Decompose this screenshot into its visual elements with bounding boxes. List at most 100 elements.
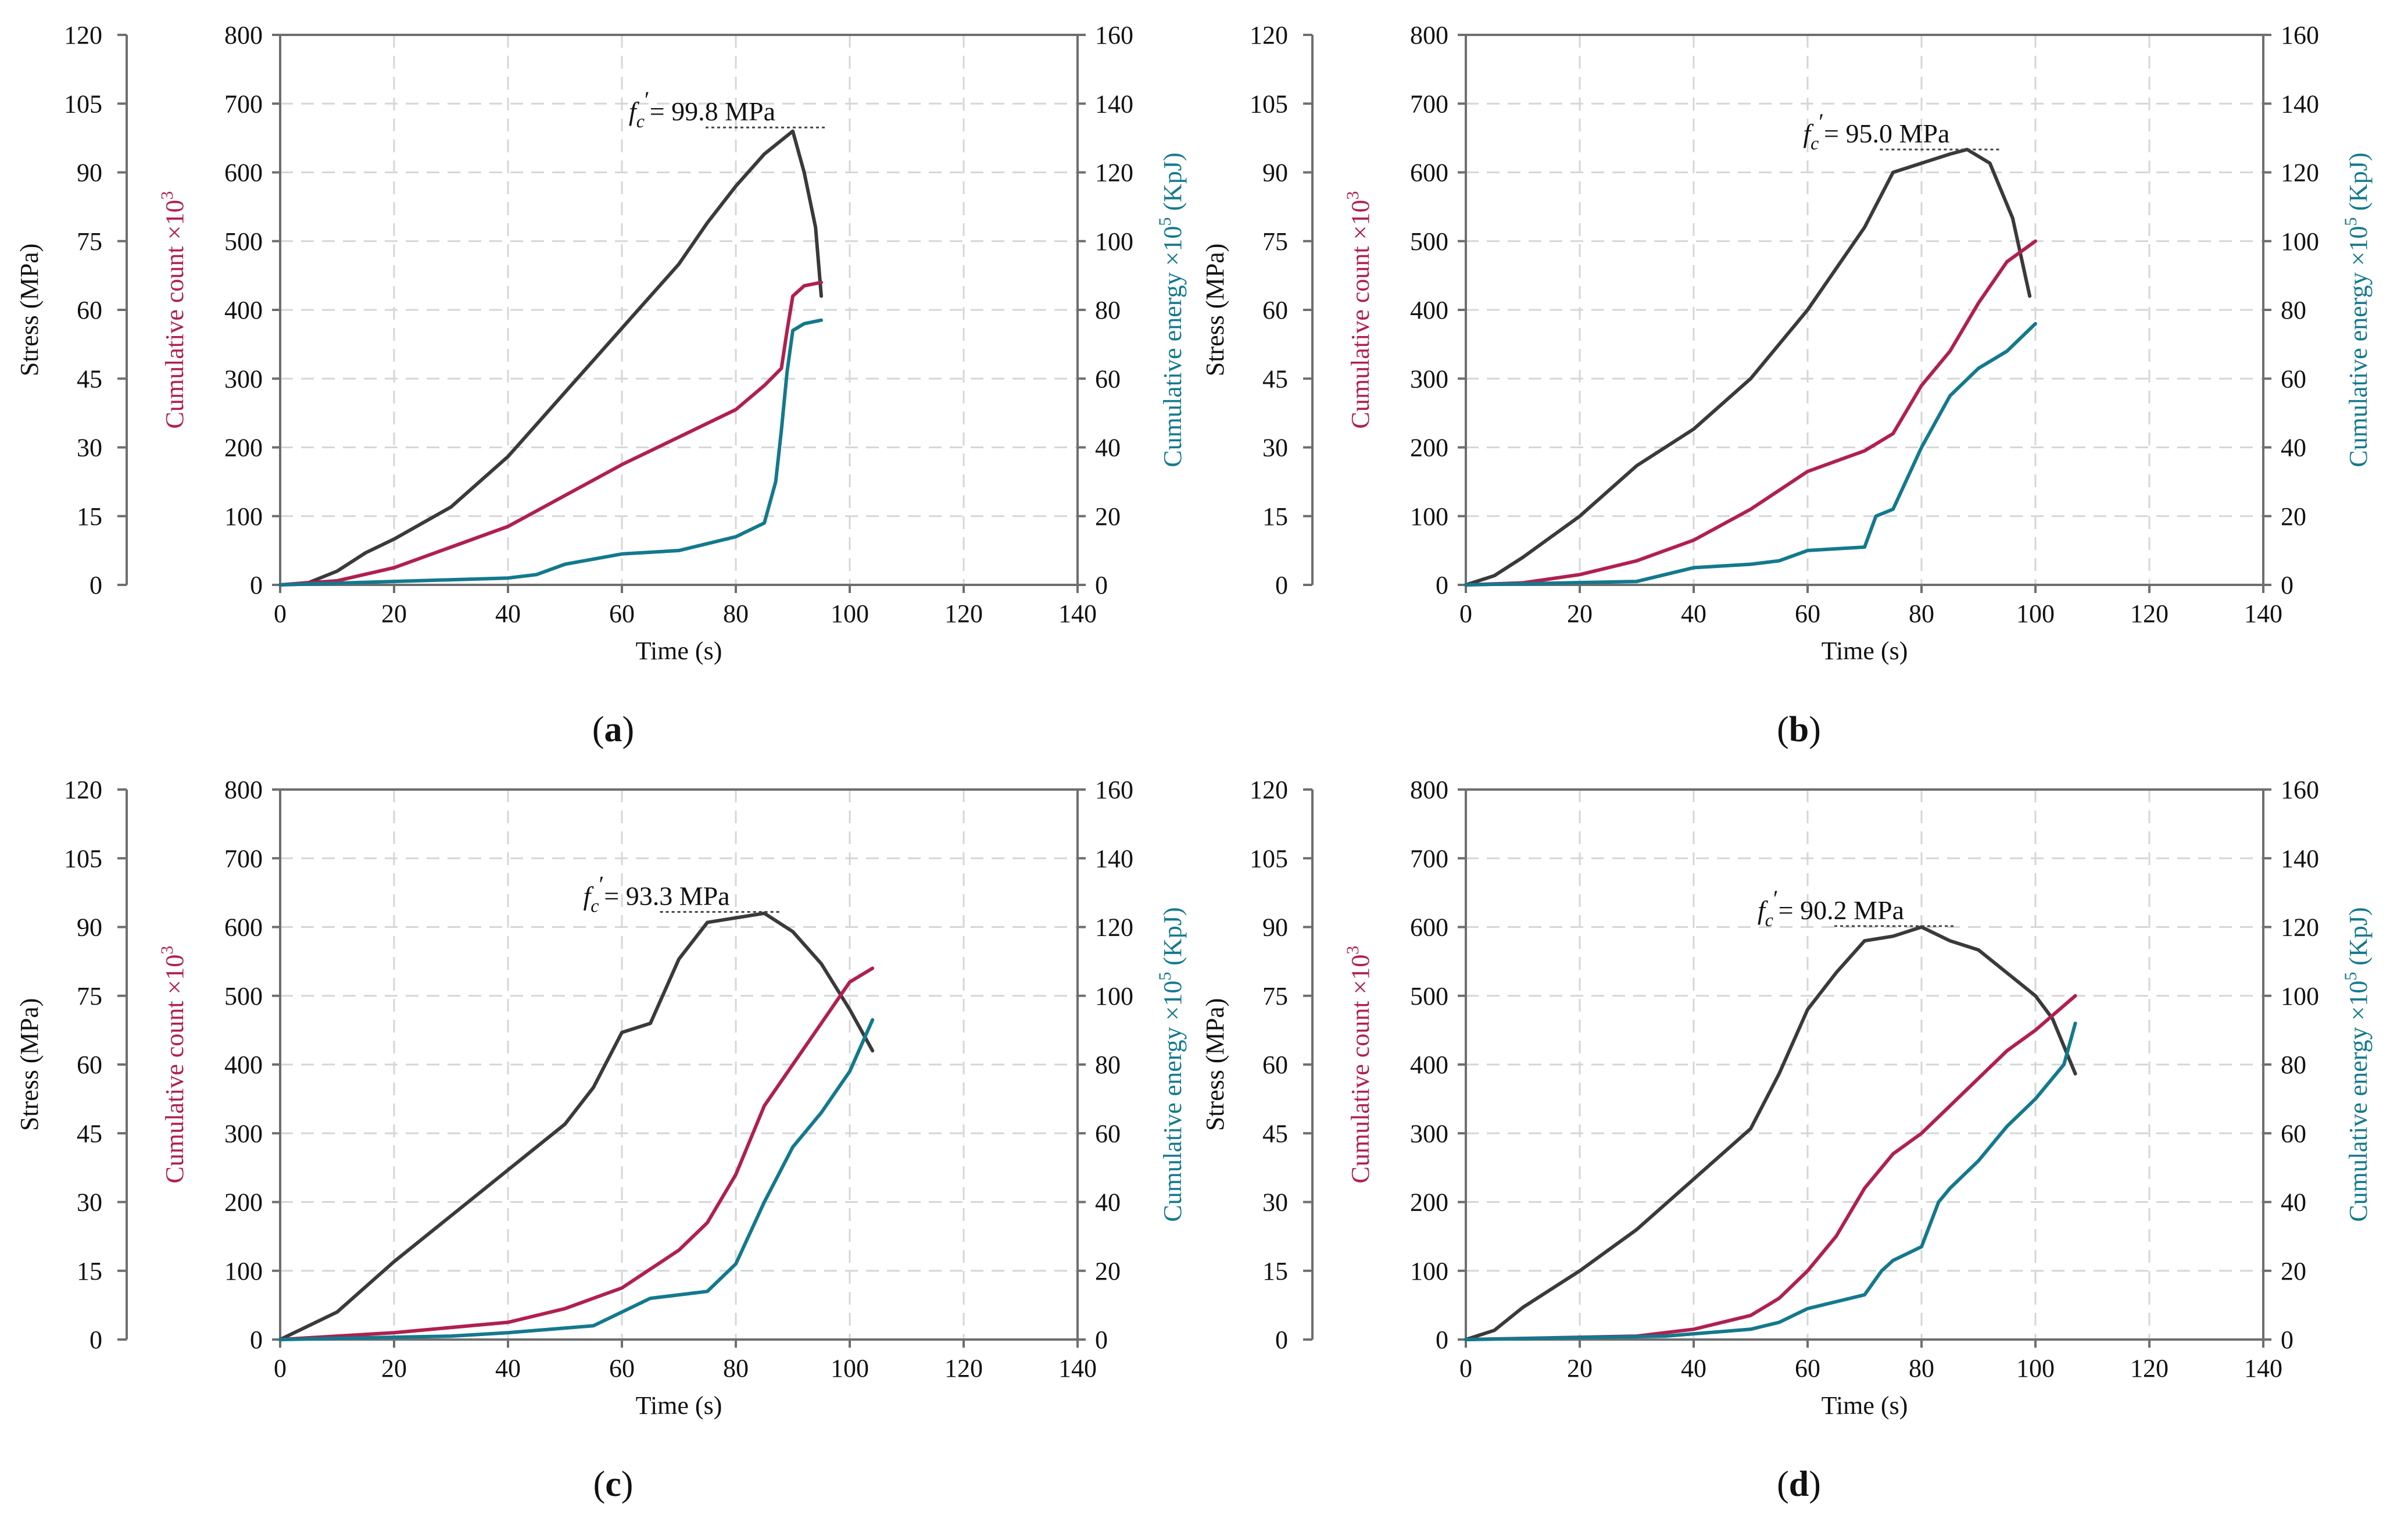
stress-tick-label: 0	[1275, 571, 1288, 599]
energy-tick-label: 140	[2281, 844, 2319, 873]
x-tick-label: 40	[495, 1354, 521, 1383]
stress-axis-title: Stress (MPa)	[15, 998, 44, 1131]
energy-tick-label: 0	[1095, 1326, 1108, 1354]
count-tick-label: 200	[1410, 434, 1448, 462]
series-line-count	[278, 280, 823, 587]
x-tick-label: 140	[1058, 599, 1097, 628]
stress-tick-label: 30	[1262, 434, 1288, 462]
stress-tick-label: 90	[77, 913, 102, 942]
stress-tick-label: 120	[64, 21, 102, 49]
x-tick-label: 60	[1795, 599, 1820, 628]
stress-tick-label: 15	[77, 1257, 102, 1285]
x-tick-label: 20	[381, 1354, 407, 1383]
energy-tick-label: 40	[2281, 434, 2306, 462]
x-axis-title: Time (s)	[636, 637, 722, 665]
stress-tick-label: 120	[1250, 776, 1288, 804]
x-tick-label: 40	[1681, 1354, 1706, 1383]
series-line-energy	[278, 318, 823, 587]
count-tick-label: 300	[224, 1119, 263, 1148]
energy-tick-label: 120	[1095, 913, 1133, 942]
energy-tick-label: 160	[2281, 776, 2319, 804]
energy-tick-label: 60	[2281, 1119, 2306, 1148]
energy-axis-title: Cumulative energy ×105 (KpJ)	[2341, 152, 2373, 467]
stress-tick-label: 60	[1262, 1051, 1288, 1079]
energy-tick-label: 0	[2281, 1326, 2293, 1354]
count-tick-label: 800	[1410, 21, 1448, 49]
count-axis-title-text: Cumulative count ×10	[160, 200, 189, 429]
x-tick-label: 100	[2016, 599, 2055, 628]
energy-axis-title-unit: (KpJ)	[1158, 907, 1187, 972]
stress-tick-label: 105	[1250, 844, 1288, 873]
series-line-count	[278, 966, 875, 1341]
x-tick-label: 0	[1459, 1354, 1472, 1383]
annotation-value: = 93.3 MPa	[604, 881, 729, 910]
count-axis-title: Cumulative count ×103	[158, 191, 189, 429]
series-line-energy	[1464, 322, 2037, 587]
count-axis-title-exponent: 3	[158, 946, 177, 955]
count-tick-label: 800	[224, 21, 263, 49]
energy-tick-label: 60	[1095, 1119, 1121, 1148]
energy-tick-label: 120	[2281, 159, 2319, 187]
peak-strength-annotation: fc′= 93.3 MPa	[584, 871, 730, 916]
x-tick-label: 0	[1459, 599, 1472, 628]
count-tick-label: 500	[1410, 982, 1448, 1010]
energy-tick-label: 40	[1095, 434, 1121, 462]
energy-axis-title-exponent: 5	[2341, 217, 2360, 226]
annotation-subscript: c	[1811, 133, 1819, 153]
x-tick-label: 20	[381, 599, 407, 628]
energy-axis-title-text: Cumulative energy ×10	[1158, 981, 1187, 1222]
count-tick-label: 800	[1410, 776, 1448, 804]
energy-tick-label: 20	[2281, 1257, 2306, 1285]
count-tick-label: 400	[224, 1051, 263, 1079]
panel-label-letter: b	[1789, 710, 1809, 749]
series-line-count	[1464, 994, 2077, 1341]
count-tick-label: 400	[1410, 296, 1448, 324]
energy-tick-label: 0	[1095, 571, 1108, 599]
stress-tick-label: 75	[1262, 227, 1288, 256]
stress-tick-label: 45	[1262, 1119, 1288, 1148]
energy-tick-label: 0	[2281, 571, 2293, 599]
x-tick-label: 60	[609, 1354, 635, 1383]
energy-tick-label: 60	[2281, 365, 2306, 393]
x-tick-label: 80	[723, 1354, 749, 1383]
stress-tick-label: 30	[1262, 1188, 1288, 1217]
count-tick-label: 100	[1410, 502, 1448, 531]
count-tick-label: 500	[224, 227, 263, 256]
series-line-stress	[278, 911, 875, 1341]
stress-tick-label: 60	[1262, 296, 1288, 324]
count-tick-label: 300	[224, 365, 263, 393]
stress-tick-label: 30	[77, 1188, 102, 1217]
energy-tick-label: 140	[1095, 90, 1133, 118]
energy-axis-title: Cumulative energy ×105 (KpJ)	[2341, 907, 2373, 1222]
count-axis-title-exponent: 3	[1343, 946, 1362, 955]
annotation-subscript: c	[636, 110, 645, 131]
count-tick-label: 800	[224, 776, 263, 804]
x-tick-label: 100	[2016, 1354, 2055, 1383]
annotation-value: = 90.2 MPa	[1779, 895, 1904, 925]
count-axis-title-exponent: 3	[158, 191, 177, 200]
x-tick-label: 80	[723, 599, 749, 628]
stress-tick-label: 90	[77, 159, 102, 187]
x-tick-label: 120	[944, 599, 983, 628]
energy-tick-label: 60	[1095, 365, 1121, 393]
x-tick-label: 120	[944, 1354, 983, 1383]
energy-axis-title: Cumulative energy ×105 (KpJ)	[1155, 152, 1187, 467]
energy-tick-label: 140	[1095, 844, 1133, 873]
count-tick-label: 400	[1410, 1051, 1448, 1079]
energy-axis-title-text: Cumulative energy ×10	[2344, 226, 2373, 467]
x-axis-title: Time (s)	[1822, 637, 1908, 665]
panel-label: (b)	[1777, 710, 1821, 749]
energy-tick-label: 80	[2281, 1051, 2306, 1079]
count-tick-label: 100	[224, 1257, 263, 1285]
annotation-prime: ′	[599, 871, 604, 897]
stress-tick-label: 45	[77, 1119, 102, 1148]
count-tick-label: 500	[1410, 227, 1448, 256]
peak-strength-annotation: fc′= 90.2 MPa	[1758, 885, 1904, 930]
panel-label-letter: d	[1789, 1465, 1809, 1504]
x-tick-label: 40	[1681, 599, 1706, 628]
series-line-stress	[1464, 148, 2032, 587]
